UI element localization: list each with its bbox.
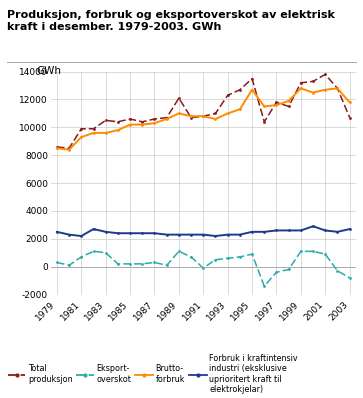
Text: Produksjon, forbruk og eksportoverskot av elektrisk
kraft i desember. 1979-2003.: Produksjon, forbruk og eksportoverskot a… [7,10,335,31]
Text: GWh: GWh [36,66,61,76]
Legend: Total
produksjon, Eksport-
overskot, Brutto-
forbruk, Forbruk i kraftintensiv
in: Total produksjon, Eksport- overskot, Bru… [8,354,298,394]
